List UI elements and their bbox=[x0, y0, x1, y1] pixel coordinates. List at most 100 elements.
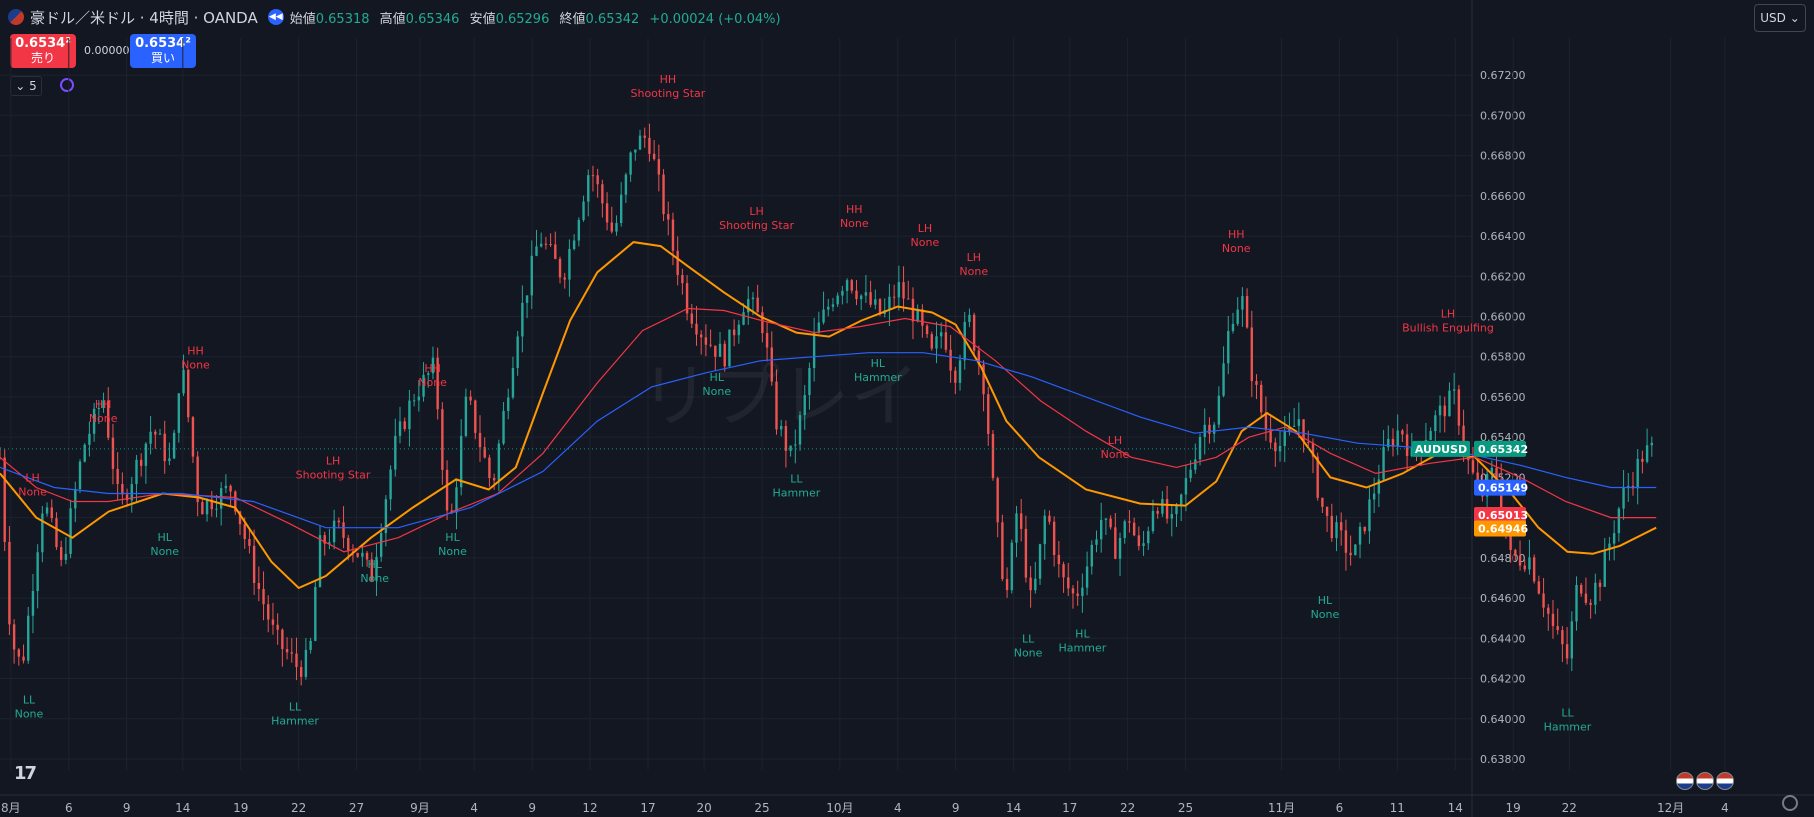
candle-body bbox=[1034, 578, 1037, 591]
x-tick-label: 9 bbox=[123, 801, 131, 815]
candle-body bbox=[1377, 479, 1381, 494]
swing-label-type: LH bbox=[1108, 434, 1122, 447]
x-tick-label: 14 bbox=[175, 801, 190, 815]
candle-body bbox=[610, 222, 613, 232]
us-flag-icon[interactable] bbox=[1716, 772, 1734, 790]
candle-body bbox=[403, 421, 406, 430]
candle-body bbox=[991, 433, 995, 479]
candle-body bbox=[1217, 395, 1221, 425]
candle-body bbox=[667, 214, 670, 220]
candle-body bbox=[455, 487, 458, 513]
candle-body bbox=[944, 332, 948, 350]
swing-label-pattern: None bbox=[15, 708, 44, 721]
sell-button[interactable]: 0.6534² 売り bbox=[10, 34, 76, 68]
buy-button[interactable]: 0.6534² 買い bbox=[130, 34, 196, 68]
candle-body bbox=[497, 443, 501, 481]
candle-body bbox=[1090, 544, 1093, 567]
candle-body bbox=[1387, 438, 1390, 448]
candle-body bbox=[798, 415, 802, 445]
candle-body bbox=[685, 283, 689, 314]
candle-body bbox=[695, 323, 698, 335]
candle-body bbox=[17, 649, 21, 657]
x-tick-label: 22 bbox=[1562, 801, 1577, 815]
candle-body bbox=[897, 282, 901, 298]
candle-body bbox=[958, 360, 962, 383]
candle-body bbox=[205, 499, 209, 515]
price-label-box bbox=[1474, 520, 1526, 537]
candle-body bbox=[1020, 513, 1023, 529]
candle-body bbox=[751, 297, 755, 300]
candle-body bbox=[582, 201, 585, 220]
currency-selector[interactable]: USD ⌄ bbox=[1754, 4, 1806, 32]
candle-body bbox=[1565, 644, 1569, 659]
candle-body bbox=[1405, 434, 1409, 457]
candle-body bbox=[177, 393, 181, 433]
tradingview-logo-icon: 17 bbox=[14, 763, 37, 784]
swing-label-pattern: None bbox=[1222, 242, 1251, 255]
candle-body bbox=[309, 640, 312, 650]
candle-body bbox=[328, 542, 331, 544]
candle-body bbox=[539, 243, 543, 247]
y-tick-label: 0.64600 bbox=[1480, 592, 1526, 605]
us-flag-icon[interactable] bbox=[1676, 772, 1694, 790]
candle-body bbox=[1316, 456, 1319, 498]
candle-body bbox=[436, 357, 439, 410]
candle-body bbox=[1429, 431, 1432, 440]
candle-body bbox=[643, 135, 646, 138]
swing-label-type: LL bbox=[790, 472, 803, 485]
candle-body bbox=[417, 396, 421, 401]
candle-body bbox=[356, 553, 359, 557]
candle-body bbox=[888, 296, 891, 311]
candle-body bbox=[125, 494, 129, 501]
candle-body bbox=[1335, 522, 1338, 539]
candle-body bbox=[1250, 327, 1253, 382]
candle-body bbox=[859, 295, 863, 300]
x-tick-label: 19 bbox=[1506, 801, 1521, 815]
candle-body bbox=[271, 619, 275, 625]
swing-label-type: LH bbox=[967, 251, 981, 264]
candle-body bbox=[1612, 533, 1616, 544]
swing-label-type: HH bbox=[424, 362, 441, 375]
y-tick-label: 0.63800 bbox=[1480, 753, 1526, 766]
candle-body bbox=[1283, 431, 1286, 446]
swing-label-type: HL bbox=[710, 371, 725, 384]
event-markers[interactable] bbox=[1676, 772, 1734, 790]
candle-body bbox=[27, 615, 30, 661]
candle-body bbox=[337, 520, 341, 523]
candle-body bbox=[841, 290, 844, 296]
swing-label-pattern: Hammer bbox=[773, 486, 821, 499]
candle-body bbox=[1198, 437, 1202, 460]
x-tick-label: 22 bbox=[291, 801, 306, 815]
candle-body bbox=[394, 435, 397, 470]
candle-body bbox=[41, 513, 44, 553]
candle-body bbox=[182, 369, 185, 394]
candle-body bbox=[276, 624, 279, 630]
candle-body bbox=[1260, 384, 1263, 413]
price-label-box bbox=[1474, 479, 1526, 496]
candle-body bbox=[996, 478, 999, 523]
candle-body bbox=[154, 431, 157, 435]
spread-value: 0.00000 bbox=[84, 44, 130, 57]
replay-rewind-icon[interactable]: ◀◀ bbox=[267, 9, 284, 25]
swing-label-type: HL bbox=[1075, 627, 1090, 640]
x-tick-label: 4 bbox=[1721, 801, 1729, 815]
symbol-label: AUDUSD bbox=[1415, 443, 1467, 456]
candle-body bbox=[102, 400, 105, 409]
candle-body bbox=[591, 175, 595, 177]
candle-body bbox=[728, 329, 731, 367]
candle-body bbox=[304, 649, 308, 677]
candle-body bbox=[116, 468, 119, 484]
symbol-label-box bbox=[1412, 440, 1470, 457]
au-flag-icon[interactable] bbox=[1696, 772, 1714, 790]
candle-body bbox=[50, 507, 53, 519]
candle-body bbox=[1452, 389, 1456, 391]
candle-body bbox=[770, 347, 773, 382]
candle-body bbox=[1382, 447, 1385, 480]
candle-body bbox=[1052, 521, 1056, 555]
settings-icon[interactable] bbox=[1782, 795, 1798, 811]
symbol-title[interactable]: 豪ドル／米ドル · 4時間 · OANDA bbox=[30, 8, 258, 27]
candle-body bbox=[1354, 544, 1357, 556]
candle-body bbox=[1100, 519, 1103, 540]
candle-body bbox=[1132, 522, 1136, 536]
